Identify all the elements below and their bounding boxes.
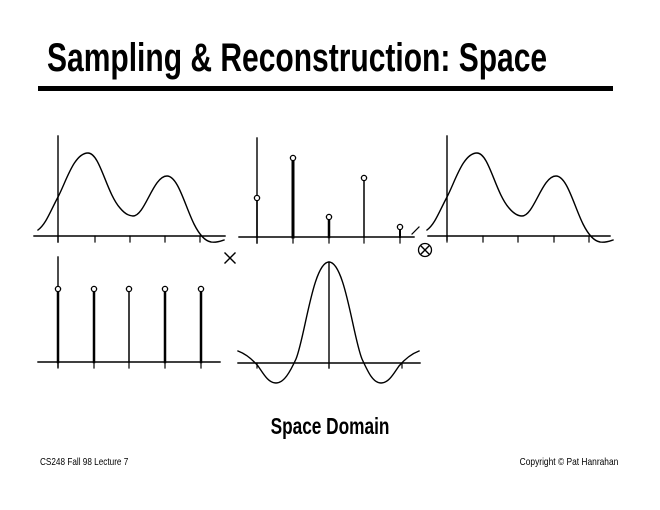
sample-marker <box>253 194 261 202</box>
signal-curve <box>237 261 420 384</box>
sample-marker <box>360 174 368 182</box>
sample-marker <box>197 285 205 293</box>
plot-sinc-filter <box>237 261 421 384</box>
sample-marker <box>325 213 333 221</box>
sample-marker <box>161 285 169 293</box>
slide-title: Sampling & Reconstruction: Space <box>47 36 548 80</box>
plot-reconstructed-signal <box>426 135 614 243</box>
multiply-operator-icon <box>224 252 236 264</box>
sample-marker <box>289 154 297 162</box>
axis-arrow-mark <box>411 226 420 235</box>
footer-copyright: Copyright © Pat Hanrahan <box>519 456 618 468</box>
plot-impulse-train <box>37 256 221 369</box>
title-underline <box>38 86 613 91</box>
sample-marker <box>54 285 62 293</box>
convolve-operator-icon <box>417 242 433 258</box>
plot-continuous-signal <box>33 135 226 243</box>
signal-curve <box>426 152 614 243</box>
footer-course-label: CS248 Fall 98 Lecture 7 <box>40 456 129 468</box>
signal-curve <box>37 152 225 243</box>
plot-sampled-signal <box>238 137 420 244</box>
domain-caption: Space Domain <box>270 413 390 439</box>
sample-marker <box>396 223 404 231</box>
sample-marker <box>90 285 98 293</box>
sample-marker <box>125 285 133 293</box>
